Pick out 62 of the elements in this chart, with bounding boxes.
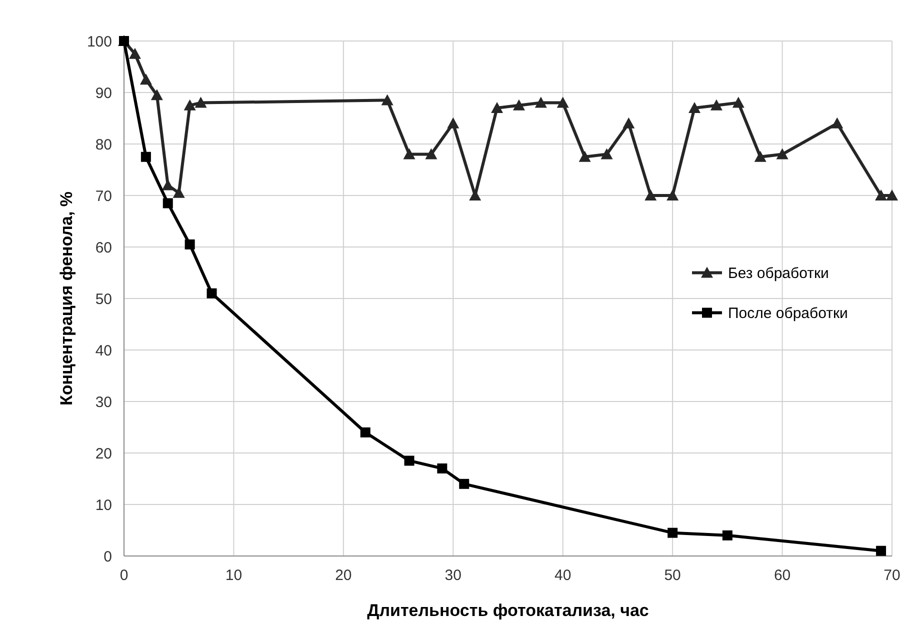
point [512, 99, 525, 110]
point [600, 148, 613, 160]
y-tick-label: 0 [104, 548, 112, 566]
y-tick-label: 50 [95, 290, 112, 308]
point [206, 288, 217, 298]
point [128, 48, 141, 59]
point [184, 239, 195, 250]
point [403, 148, 416, 160]
y-tick-label: 70 [95, 188, 112, 205]
point [140, 74, 152, 85]
point [360, 427, 370, 438]
point [622, 117, 635, 128]
point [425, 148, 438, 160]
point [459, 478, 470, 489]
y-tick-label: 10 [95, 496, 112, 514]
point [831, 117, 844, 128]
y-tick-label: 30 [95, 394, 112, 411]
y-tick-label: 90 [95, 84, 112, 102]
y-tick-label: 40 [95, 342, 112, 360]
point [666, 190, 679, 200]
point [140, 152, 151, 162]
point [534, 96, 547, 108]
x-tick-label: 70 [884, 567, 900, 584]
y-axis-title: Концентрация фенола, % [57, 191, 76, 406]
point [162, 198, 173, 208]
point [875, 190, 888, 200]
point [578, 150, 591, 162]
x-tick-label: 10 [225, 567, 242, 584]
y-tick-label: 60 [95, 239, 112, 256]
x-tick-label: 60 [774, 567, 791, 584]
point [556, 96, 569, 108]
point [722, 530, 732, 540]
point [184, 99, 196, 110]
point [162, 179, 174, 190]
x-tick-label: 20 [335, 567, 352, 584]
point [886, 190, 898, 200]
y-tick-label: 100 [86, 33, 112, 50]
point [469, 190, 482, 200]
x-tick-label: 40 [554, 567, 572, 584]
point [754, 150, 766, 162]
point [437, 463, 448, 474]
point [668, 528, 678, 538]
point [644, 190, 657, 200]
point [710, 99, 722, 110]
y-tick-label: 20 [95, 445, 112, 462]
point [732, 96, 744, 108]
point [194, 96, 207, 108]
x-tick-label: 30 [444, 567, 462, 584]
point [381, 94, 394, 106]
point [491, 102, 504, 113]
x-tick-label: 0 [120, 567, 128, 584]
legend-label: Без обработки [728, 265, 829, 282]
point [404, 456, 414, 466]
x-axis-title: Длительность фотокатализа, час [367, 601, 649, 620]
point [447, 117, 460, 128]
x-tick-label: 50 [664, 567, 681, 584]
legend-label: После обработки [728, 305, 848, 322]
point [776, 148, 788, 160]
y-tick-label: 80 [95, 136, 112, 154]
point [876, 546, 886, 556]
point [688, 102, 701, 113]
point [150, 89, 163, 100]
